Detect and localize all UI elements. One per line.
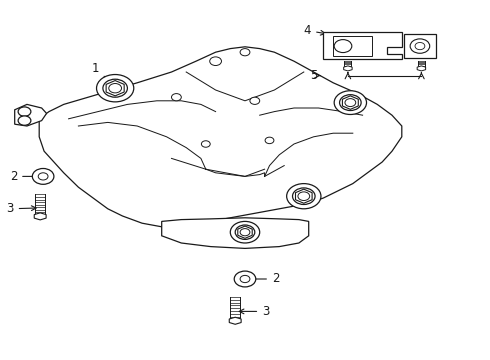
Circle shape (234, 271, 256, 287)
Circle shape (345, 99, 356, 107)
Polygon shape (238, 226, 252, 238)
Text: 3: 3 (6, 202, 36, 215)
Polygon shape (162, 218, 309, 248)
Circle shape (415, 42, 425, 50)
Circle shape (97, 75, 134, 102)
Circle shape (18, 116, 31, 125)
Polygon shape (323, 32, 402, 59)
Circle shape (32, 168, 54, 184)
Text: 4: 4 (304, 24, 325, 37)
Circle shape (201, 141, 210, 147)
Circle shape (250, 97, 260, 104)
Polygon shape (295, 189, 312, 203)
Circle shape (109, 84, 122, 93)
Text: 2: 2 (249, 273, 279, 285)
Circle shape (334, 40, 352, 53)
Circle shape (240, 275, 250, 283)
Text: 5: 5 (310, 69, 318, 82)
Polygon shape (229, 317, 241, 324)
Polygon shape (417, 66, 426, 71)
Polygon shape (39, 47, 402, 228)
Polygon shape (343, 66, 352, 71)
Circle shape (293, 188, 315, 204)
Text: 3: 3 (239, 305, 270, 318)
Text: 1: 1 (92, 62, 112, 84)
Circle shape (38, 173, 48, 180)
Circle shape (340, 95, 361, 111)
Circle shape (287, 184, 321, 209)
Circle shape (410, 39, 430, 53)
Circle shape (240, 49, 250, 56)
Circle shape (210, 57, 221, 66)
Text: 2: 2 (10, 170, 39, 183)
Circle shape (103, 79, 127, 97)
Circle shape (334, 91, 367, 114)
Circle shape (230, 221, 260, 243)
Polygon shape (15, 104, 47, 126)
Polygon shape (343, 96, 358, 109)
Circle shape (18, 107, 31, 116)
Circle shape (235, 225, 255, 239)
Polygon shape (106, 81, 124, 96)
Polygon shape (404, 34, 436, 58)
Circle shape (265, 137, 274, 144)
Circle shape (240, 229, 250, 236)
Circle shape (172, 94, 181, 101)
Circle shape (298, 192, 310, 201)
Polygon shape (34, 213, 46, 220)
